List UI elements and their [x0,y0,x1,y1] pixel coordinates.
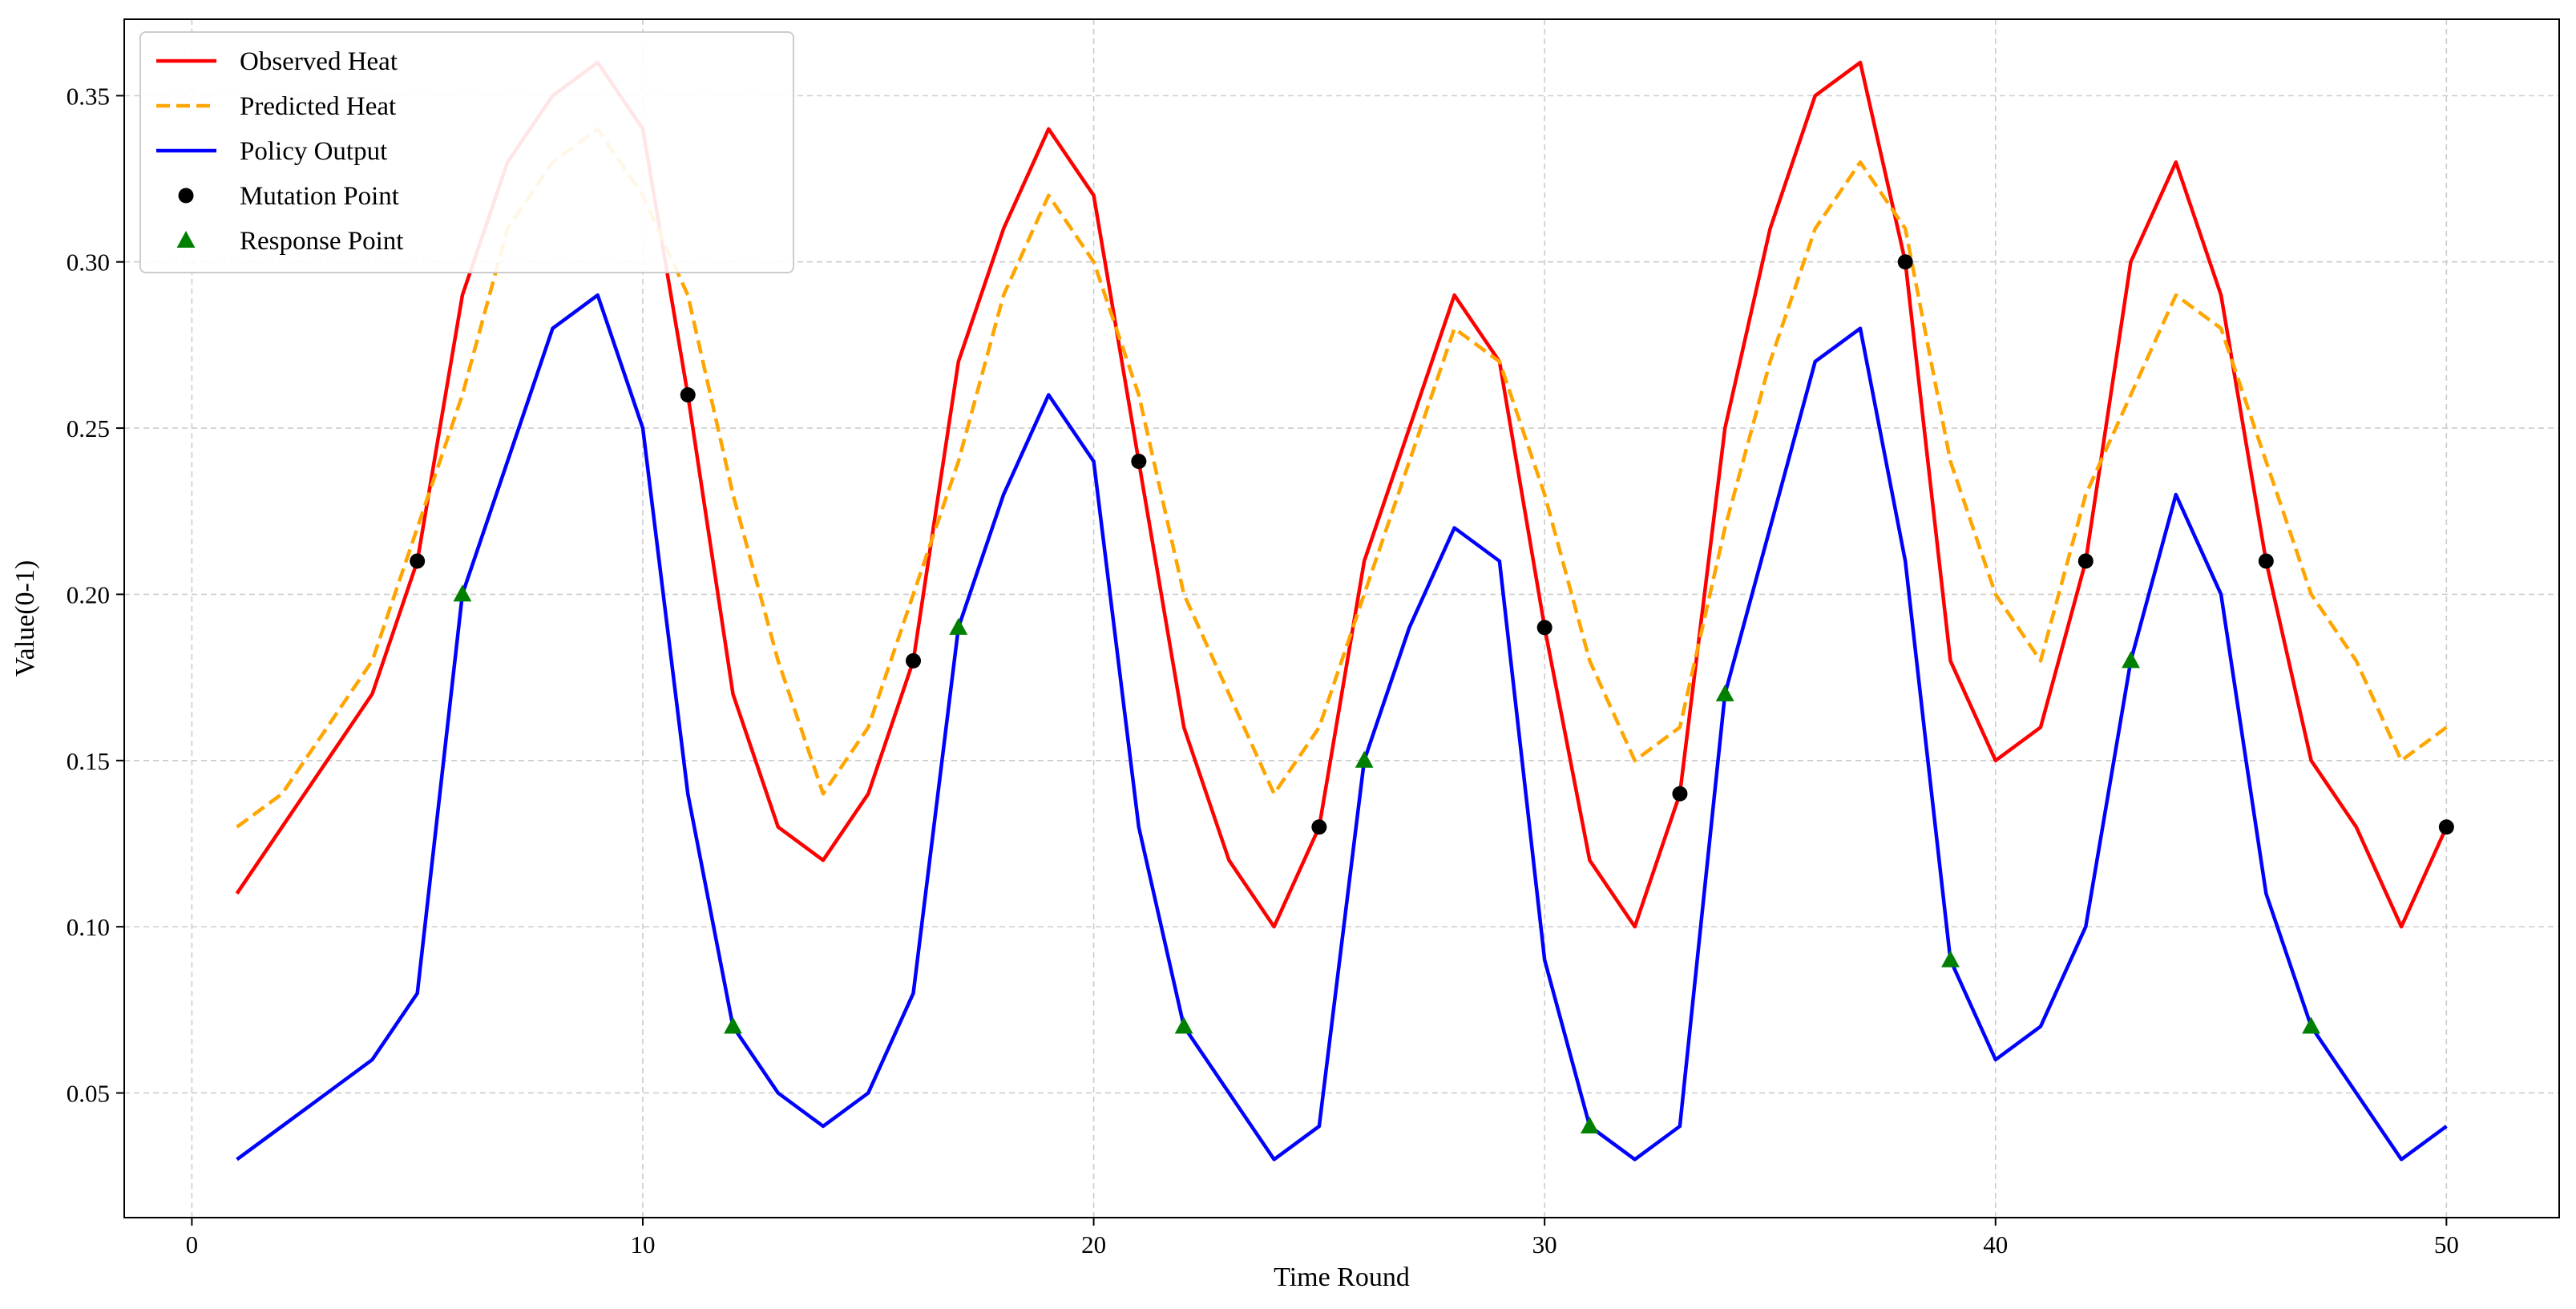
y-tick-label: 0.15 [67,747,110,775]
mutation-point-marker [2438,819,2454,835]
mutation-point-marker [680,387,696,403]
legend-response-point-swatch [176,231,196,248]
response-point-marker [2122,651,2140,669]
response-point-marker [1174,1016,1193,1034]
legend-label: Policy Output [240,137,387,166]
y-tick-label: 0.20 [67,580,110,608]
response-point-marker [949,617,968,635]
mutation-point-marker [410,553,426,569]
legend: Observed Heat Predicted Heat Policy Output… [139,31,794,273]
x-tick-label: 0 [186,1230,199,1258]
response-point-marker [2302,1016,2320,1034]
legend-label: Mutation Point [240,182,399,211]
legend-label: Response Point [240,227,403,256]
mutation-point-marker [1131,454,1147,470]
policy-output-line [236,293,2448,1162]
response-point-marker [724,1016,742,1034]
legend-box [139,31,794,273]
axis-ticks: 0 10 20 30 40 50 0.05 0.10 0.15 0.20 0.25 0.30 0.35 [67,82,2459,1258]
predicted-heat-line [236,127,2448,829]
mutation-point-marker [1672,786,1688,802]
response-point-marker [1581,1116,1599,1133]
plot-frame [123,18,2560,1218]
mutation-point-marker [906,652,922,669]
mutation-point-marker [1897,254,1913,270]
y-tick-label: 0.10 [67,913,110,941]
mutation-point-marker [1536,620,1552,636]
y-axis-title: Value(0-1) [10,560,40,677]
response-point-marker [1715,684,1734,701]
response-point-marker [453,584,472,602]
x-tick-label: 40 [1983,1230,2008,1258]
mutation-point-marker [1311,819,1327,835]
mutation-point-marker [2077,553,2094,569]
legend-mutation-point-swatch [178,188,194,204]
mutation-point-marker [2258,553,2274,569]
x-tick-label: 20 [1081,1230,1106,1258]
legend-label: Observed Heat [240,47,398,76]
legend-label: Predicted Heat [240,92,396,121]
y-tick-label: 0.35 [67,82,110,110]
y-tick-label: 0.25 [67,414,110,442]
x-tick-label: 10 [630,1230,655,1258]
response-point-marker [1355,750,1374,768]
x-tick-label: 30 [1532,1230,1557,1258]
y-tick-label: 0.30 [67,248,110,277]
y-tick-label: 0.05 [67,1079,110,1107]
x-tick-label: 50 [2434,1230,2459,1258]
x-axis-title: Time Round [1274,1263,1410,1292]
response-point-marker [1941,950,1960,968]
